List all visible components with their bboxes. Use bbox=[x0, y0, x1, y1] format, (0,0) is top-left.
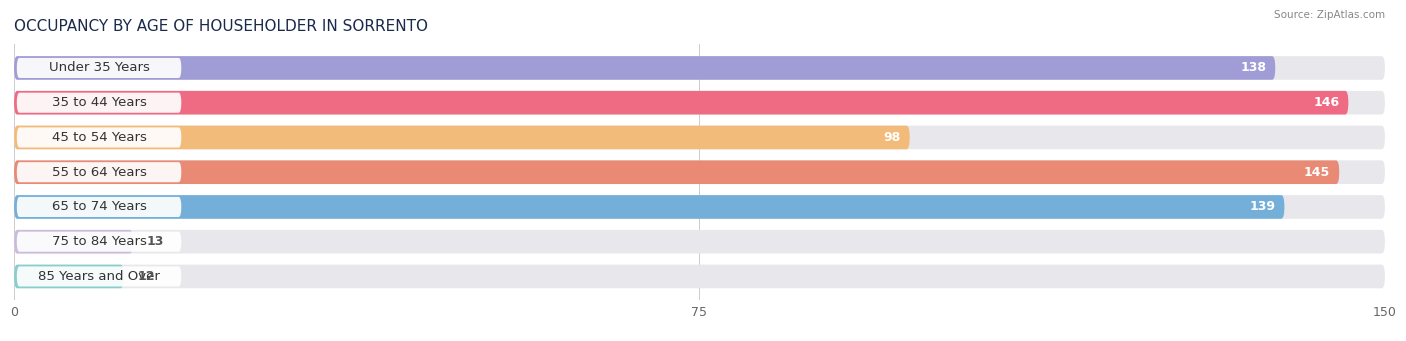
FancyBboxPatch shape bbox=[14, 56, 1275, 80]
FancyBboxPatch shape bbox=[14, 230, 134, 253]
Text: 146: 146 bbox=[1313, 96, 1340, 109]
FancyBboxPatch shape bbox=[14, 125, 1385, 149]
Text: 13: 13 bbox=[146, 235, 165, 248]
FancyBboxPatch shape bbox=[14, 160, 1340, 184]
FancyBboxPatch shape bbox=[14, 160, 1385, 184]
Text: 145: 145 bbox=[1303, 166, 1330, 179]
FancyBboxPatch shape bbox=[17, 232, 181, 252]
Text: Source: ZipAtlas.com: Source: ZipAtlas.com bbox=[1274, 10, 1385, 20]
FancyBboxPatch shape bbox=[14, 230, 1385, 253]
Text: 75 to 84 Years: 75 to 84 Years bbox=[52, 235, 146, 248]
Text: 55 to 64 Years: 55 to 64 Years bbox=[52, 166, 146, 179]
Text: 85 Years and Over: 85 Years and Over bbox=[38, 270, 160, 283]
Text: 138: 138 bbox=[1240, 61, 1267, 74]
FancyBboxPatch shape bbox=[17, 128, 181, 148]
FancyBboxPatch shape bbox=[14, 125, 910, 149]
Text: Under 35 Years: Under 35 Years bbox=[49, 61, 149, 74]
FancyBboxPatch shape bbox=[17, 58, 181, 78]
FancyBboxPatch shape bbox=[17, 197, 181, 217]
Text: 45 to 54 Years: 45 to 54 Years bbox=[52, 131, 146, 144]
Text: 12: 12 bbox=[138, 270, 155, 283]
Text: 139: 139 bbox=[1250, 201, 1275, 213]
FancyBboxPatch shape bbox=[14, 56, 1385, 80]
FancyBboxPatch shape bbox=[14, 265, 1385, 288]
Text: 65 to 74 Years: 65 to 74 Years bbox=[52, 201, 146, 213]
Text: 35 to 44 Years: 35 to 44 Years bbox=[52, 96, 146, 109]
FancyBboxPatch shape bbox=[14, 91, 1385, 115]
FancyBboxPatch shape bbox=[14, 195, 1385, 219]
FancyBboxPatch shape bbox=[14, 195, 1285, 219]
Text: OCCUPANCY BY AGE OF HOUSEHOLDER IN SORRENTO: OCCUPANCY BY AGE OF HOUSEHOLDER IN SORRE… bbox=[14, 19, 427, 34]
FancyBboxPatch shape bbox=[17, 266, 181, 286]
FancyBboxPatch shape bbox=[17, 162, 181, 182]
FancyBboxPatch shape bbox=[17, 93, 181, 113]
Text: 98: 98 bbox=[883, 131, 901, 144]
FancyBboxPatch shape bbox=[14, 91, 1348, 115]
FancyBboxPatch shape bbox=[14, 265, 124, 288]
